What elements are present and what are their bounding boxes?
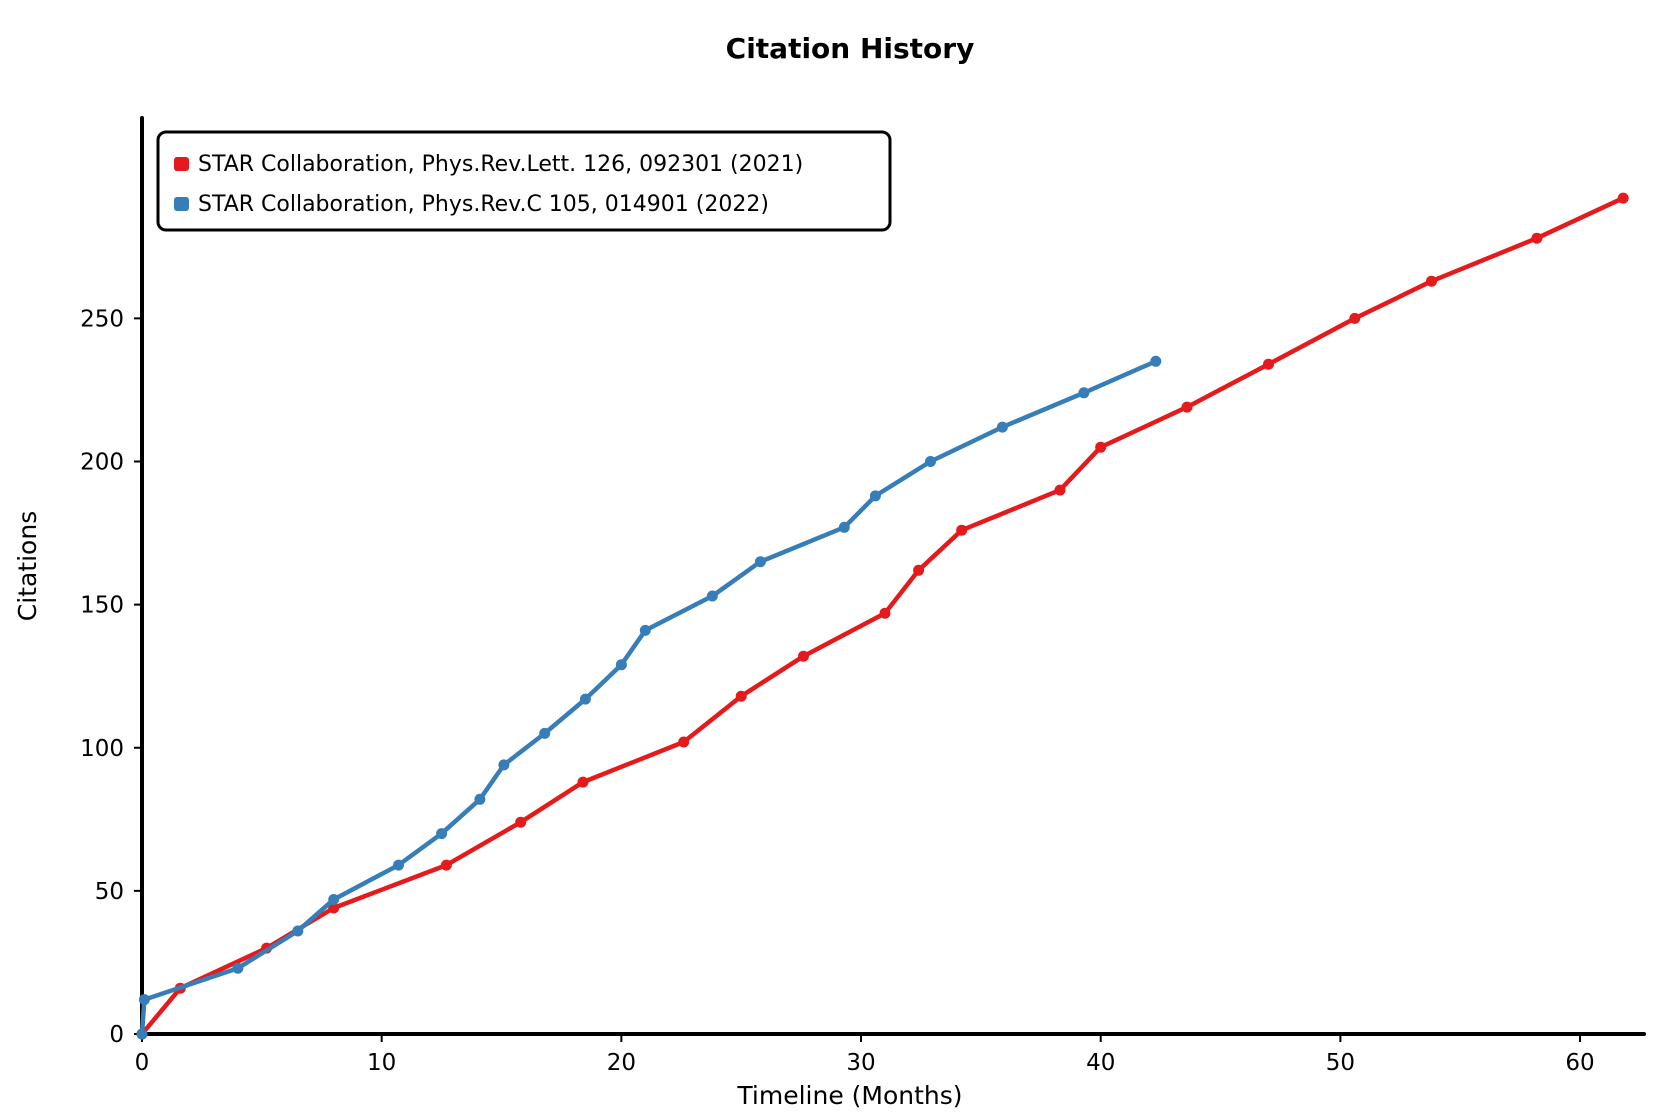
y-tick-label: 250: [80, 306, 124, 332]
data-point-prc-2022: [393, 859, 404, 871]
data-point-prc-2022: [436, 828, 448, 840]
x-tick-label: 20: [607, 1050, 636, 1076]
data-point-prl-2021: [1531, 232, 1543, 244]
data-point-prl-2021: [1617, 192, 1629, 204]
data-point-prc-2022: [474, 793, 486, 805]
legend-box: [156, 130, 892, 232]
data-point-prc-2022: [498, 759, 510, 771]
data-point-prc-2022: [754, 556, 766, 568]
data-point-prl-2021: [1054, 484, 1066, 496]
y-tick-label: 100: [80, 736, 124, 762]
series-prc-2022: [136, 355, 1162, 1040]
data-point-prc-2022: [639, 624, 651, 636]
x-tick-label: 50: [1326, 1050, 1355, 1076]
legend: STAR Collaboration, Phys.Rev.Lett. 126, …: [156, 130, 892, 232]
data-point-prl-2021: [735, 690, 747, 702]
data-point-prl-2021: [678, 736, 690, 748]
legend-label-prl-2021: STAR Collaboration, Phys.Rev.Lett. 126, …: [198, 152, 803, 177]
y-tick-label: 150: [80, 593, 124, 619]
y-tick-label: 0: [109, 1022, 124, 1048]
y-tick-label: 200: [80, 450, 124, 476]
data-point-prl-2021: [1263, 358, 1274, 370]
data-point-prl-2021: [913, 564, 925, 576]
data-point-prc-2022: [996, 421, 1008, 433]
data-point-prl-2021: [515, 816, 527, 828]
legend-swatch-prc-2022: [174, 197, 189, 211]
data-point-prl-2021: [1349, 312, 1361, 324]
data-point-prc-2022: [869, 490, 881, 502]
data-point-prc-2022: [328, 894, 340, 905]
data-point-prl-2021: [879, 607, 891, 619]
data-point-prl-2021: [577, 776, 589, 788]
data-point-prc-2022: [838, 521, 850, 533]
data-point-prc-2022: [136, 1028, 148, 1040]
series-lines: [136, 192, 1629, 1040]
series-prl-2021: [136, 192, 1629, 1040]
x-tick-label: 30: [846, 1050, 875, 1076]
legend-swatch-prl-2021: [174, 157, 189, 171]
chart-title: Citation History: [726, 32, 975, 65]
data-point-prc-2022: [579, 693, 591, 705]
axes: [140, 116, 1646, 1036]
data-point-prc-2022: [1150, 355, 1162, 367]
data-point-prl-2021: [1095, 441, 1107, 453]
data-point-prl-2021: [798, 650, 809, 662]
data-point-prc-2022: [1078, 387, 1090, 399]
x-tick-label: 0: [135, 1050, 150, 1076]
data-point-prc-2022: [539, 727, 551, 739]
x-axis-label: Timeline (Months): [736, 1081, 962, 1110]
tick-labels: 0 10 20 30 40 50 60 0 50 100 150 200 250: [80, 306, 1595, 1076]
legend-label-prc-2022: STAR Collaboration, Phys.Rev.C 105, 0149…: [198, 192, 769, 217]
data-point-prl-2021: [1181, 401, 1193, 413]
data-point-prc-2022: [138, 994, 150, 1006]
data-point-prl-2021: [440, 859, 452, 871]
data-point-prc-2022: [706, 590, 718, 602]
data-point-prc-2022: [925, 456, 936, 467]
x-tick-label: 10: [367, 1050, 396, 1076]
x-tick-label: 40: [1086, 1050, 1115, 1076]
data-point-prc-2022: [292, 925, 304, 937]
data-point-prl-2021: [956, 524, 968, 536]
y-axis-label: Citations: [13, 511, 42, 621]
data-point-prc-2022: [232, 962, 244, 974]
data-point-prc-2022: [615, 659, 627, 671]
x-tick-label: 60: [1565, 1050, 1594, 1076]
data-point-prl-2021: [328, 902, 340, 914]
y-tick-label: 50: [95, 879, 124, 905]
data-point-prl-2021: [1426, 275, 1437, 287]
